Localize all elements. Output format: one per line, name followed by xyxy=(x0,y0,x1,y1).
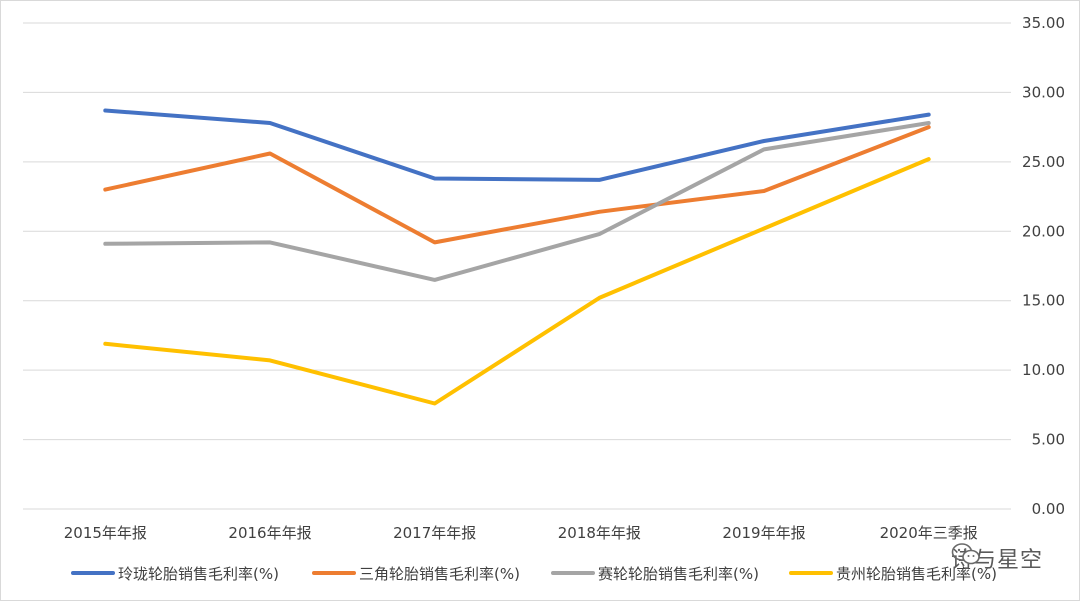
y-tick-label: 5.00 xyxy=(1032,431,1065,449)
legend-label: 玲珑轮胎销售毛利率(%) xyxy=(118,565,279,583)
x-tick-label: 2015年年报 xyxy=(64,524,147,542)
wechat-icon xyxy=(951,542,981,566)
watermark: 诗与星空 xyxy=(951,542,1043,574)
y-tick-label: 15.00 xyxy=(1022,292,1065,310)
x-tick-label: 2017年年报 xyxy=(393,524,476,542)
legend-label: 三角轮胎销售毛利率(%) xyxy=(359,565,520,583)
legend-label: 赛轮轮胎销售毛利率(%) xyxy=(598,565,759,583)
series-line xyxy=(105,159,928,403)
y-tick-label: 30.00 xyxy=(1022,83,1065,101)
y-tick-label: 25.00 xyxy=(1022,153,1065,171)
x-tick-label: 2016年年报 xyxy=(228,524,311,542)
y-tick-label: 0.00 xyxy=(1032,500,1065,518)
y-tick-label: 20.00 xyxy=(1022,222,1065,240)
x-tick-label: 2018年年报 xyxy=(558,524,641,542)
x-tick-label: 2020年三季报 xyxy=(880,524,978,542)
series-line xyxy=(105,111,928,180)
x-tick-label: 2019年年报 xyxy=(722,524,805,542)
y-tick-label: 35.00 xyxy=(1022,14,1065,32)
series-line xyxy=(105,123,928,280)
y-tick-label: 10.00 xyxy=(1022,361,1065,379)
